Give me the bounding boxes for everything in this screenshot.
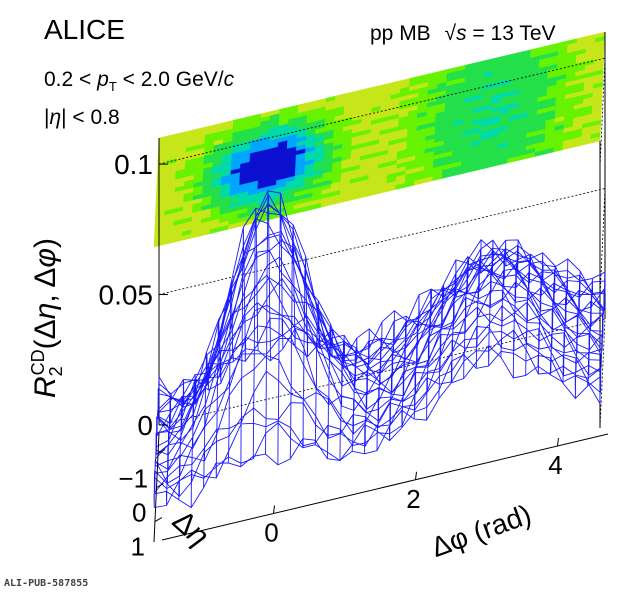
mesh-line-dphi xyxy=(574,271,581,399)
z-gridline xyxy=(158,57,606,168)
dphi-tick-label: 4 xyxy=(548,450,562,480)
energy-value: = 13 TeV xyxy=(472,22,556,45)
deta-tick-label: 1 xyxy=(130,532,144,562)
dphi-tick-label: 0 xyxy=(264,517,278,547)
eta-range-label: |η| < 0.8 xyxy=(44,106,120,129)
dphi-tick-label: 2 xyxy=(406,484,420,514)
mesh-line-dphi xyxy=(252,208,259,459)
z-axis-title: R2CD(Δη, Δφ) xyxy=(28,237,66,398)
mesh-line-dphi xyxy=(190,374,197,508)
mesh-line-dphi xyxy=(289,224,296,459)
pt-range-label: 0.2 < pT < 2.0 GeV/c xyxy=(44,68,235,95)
mesh-line-dphi xyxy=(227,283,234,464)
mesh-line-deta xyxy=(155,256,602,471)
z-gridline xyxy=(158,187,606,298)
mesh-line-dphi xyxy=(549,265,556,375)
mesh-line-dphi xyxy=(326,324,333,459)
publication-id: ALI-PUB-587855 xyxy=(4,578,89,589)
mesh-line-dphi xyxy=(450,259,457,383)
dphi-tick xyxy=(556,437,559,447)
dphi-axis-line xyxy=(161,433,609,541)
mesh-line-dphi xyxy=(426,288,433,421)
mesh-line-dphi xyxy=(364,328,371,454)
mesh-line-dphi xyxy=(401,316,408,428)
mesh-line-dphi xyxy=(265,190,271,455)
surface-mesh xyxy=(153,190,606,509)
mesh-line-dphi xyxy=(525,254,532,376)
z-tick-label: 0.05 xyxy=(99,280,154,311)
mesh-line-deta xyxy=(156,202,603,455)
deta-tick-label: −1 xyxy=(118,463,148,493)
mesh-line-dphi xyxy=(339,335,346,462)
mesh-line-dphi xyxy=(599,272,606,404)
collision-system: pp MB xyxy=(370,22,431,45)
mesh-line-dphi xyxy=(438,284,445,399)
deta-tick-label: 0 xyxy=(132,498,146,528)
deta-tick xyxy=(154,517,163,522)
mesh-line-dphi xyxy=(488,240,494,367)
mesh-line-dphi xyxy=(240,227,247,467)
mesh-line-dphi xyxy=(302,256,309,448)
mesh-line-dphi xyxy=(562,258,569,384)
mesh-line-dphi xyxy=(165,393,172,506)
dphi-tick xyxy=(414,471,417,480)
mesh-line-dphi xyxy=(475,239,482,369)
tick-labels: 0 0.05 0.1 −1 0 1 0 2 4 xyxy=(99,149,563,561)
mesh-line-dphi xyxy=(500,240,507,358)
mesh-line-dphi xyxy=(512,239,519,379)
collision-label: pp MB √s = 13 TeV xyxy=(370,22,556,46)
deta-tick xyxy=(156,483,164,488)
z-gridline xyxy=(158,318,606,429)
mesh-line-dphi xyxy=(413,294,420,420)
experiment-label: ALICE xyxy=(44,14,125,45)
mesh-line-dphi xyxy=(153,376,160,508)
mesh-line-dphi xyxy=(388,310,395,441)
mesh-line-dphi xyxy=(351,338,358,452)
axes xyxy=(153,163,609,543)
mesh-line-dphi xyxy=(587,278,594,386)
top-contour-projection xyxy=(153,31,606,248)
mesh-line-dphi xyxy=(203,352,210,488)
sqrt-s: √s xyxy=(444,22,467,45)
z-tick-label: 0 xyxy=(137,410,153,441)
dphi-tick xyxy=(273,505,276,514)
mesh-line-dphi xyxy=(178,379,185,500)
deta-tick xyxy=(157,449,166,454)
mesh-line-dphi xyxy=(537,252,544,375)
mesh-line-dphi xyxy=(463,256,470,379)
mesh-line-dphi xyxy=(277,193,284,465)
mesh-line-dphi xyxy=(215,319,222,478)
z-tick-label: 0.1 xyxy=(114,149,153,180)
mesh-line-dphi xyxy=(314,300,321,445)
mesh-line-dphi xyxy=(376,321,383,451)
